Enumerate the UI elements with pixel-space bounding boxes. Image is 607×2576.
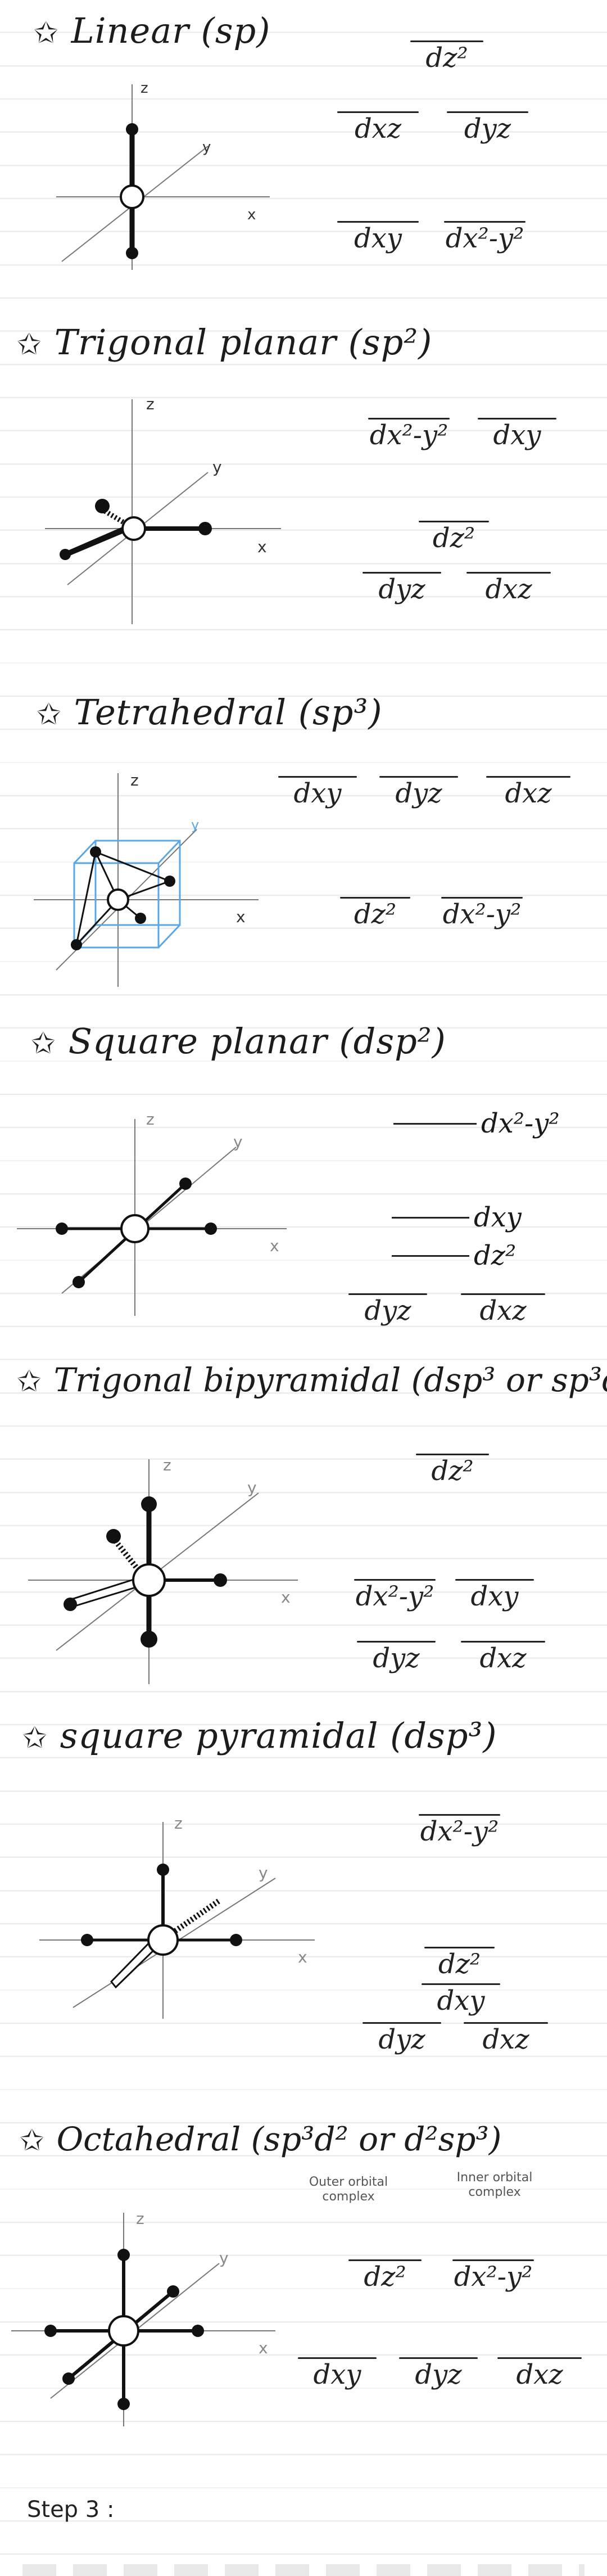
- orbital-dx2y2: dx²-y²: [354, 1579, 436, 1612]
- orbital-dxy: dxy: [478, 418, 556, 451]
- orbital-dz2: dz²: [348, 2259, 422, 2293]
- orbital-dxz: dxz: [466, 572, 551, 605]
- orbital-dz2: dz²: [392, 1240, 516, 1271]
- svg-text:y: y: [247, 1478, 257, 1497]
- star-icon: ✩: [31, 1027, 56, 1061]
- svg-text:x: x: [298, 1948, 307, 1966]
- star-icon: ✩: [34, 16, 59, 50]
- orbital-dz2: dz²: [424, 1947, 495, 1980]
- outer-orbital-note: Outer orbital complex: [309, 2175, 388, 2204]
- orbital-dxy: dxy: [455, 1579, 534, 1612]
- svg-text:y: y: [259, 1864, 268, 1882]
- orbital-dx2y2: dx²-y²: [444, 221, 526, 254]
- section-title: ✩ Trigonal planar (sp²): [17, 322, 433, 363]
- svg-text:x: x: [281, 1588, 291, 1607]
- orbital-dx2y2: dx²-y²: [393, 1108, 560, 1139]
- inner-orbital-note: Inner orbital complex: [456, 2171, 533, 2199]
- svg-text:z: z: [174, 1814, 183, 1833]
- svg-text:x: x: [270, 1237, 279, 1255]
- orbital-dxy: dxy: [278, 776, 357, 809]
- octahedral-geometry-diagram: z y x: [11, 2209, 275, 2426]
- orbital-dyz: dyz: [399, 2357, 478, 2390]
- orbital-dyz: dyz: [363, 2022, 441, 2055]
- svg-text:x: x: [236, 908, 246, 926]
- orbital-dz2: dz²: [416, 1454, 489, 1487]
- svg-text:z: z: [130, 771, 139, 790]
- trigonal-bipyramidal-geometry-diagram: z y x: [28, 1456, 298, 1684]
- orbital-dxy: dxy: [422, 1983, 500, 2016]
- star-icon: ✩: [20, 2124, 44, 2158]
- svg-text:x: x: [259, 2339, 268, 2357]
- orbital-dxz: dxz: [464, 2022, 548, 2055]
- svg-text:x: x: [247, 206, 256, 223]
- orbital-dyz: dyz: [447, 111, 528, 145]
- orbital-dz2: dz²: [340, 897, 410, 930]
- orbital-dz2: dz²: [419, 521, 489, 554]
- cut-off-text-line: [22, 2564, 585, 2576]
- section-title: ✩ Octahedral (sp³d² or d²sp³): [20, 2120, 502, 2158]
- orbital-dx2y2: dx²-y²: [419, 1814, 500, 1847]
- svg-text:x: x: [257, 538, 267, 556]
- step-label: Step 3 :: [27, 2497, 115, 2523]
- orbital-dyz: dyz: [363, 572, 441, 605]
- star-icon: ✩: [22, 1721, 48, 1755]
- orbital-dxz: dxz: [337, 111, 419, 145]
- section-title: ✩ square pyramidal (dsp³): [22, 1715, 497, 1756]
- orbital-dxy: dxy: [392, 1202, 522, 1233]
- orbital-dxy: dxy: [298, 2357, 377, 2390]
- svg-text:z: z: [136, 2209, 144, 2228]
- svg-text:z: z: [141, 80, 148, 97]
- svg-text:y: y: [202, 139, 211, 156]
- star-icon: ✩: [37, 698, 62, 732]
- section-title: ✩ Square planar (dsp²): [31, 1021, 446, 1062]
- orbital-dxz: dxz: [461, 1641, 545, 1674]
- section-title: ✩ Trigonal bipyramidal (dsp³ or sp³d): [17, 1361, 607, 1399]
- orbital-dxy: dxy: [337, 221, 419, 254]
- svg-text:y: y: [233, 1133, 243, 1151]
- section-title: ✩ Linear (sp): [34, 10, 271, 51]
- star-icon: ✩: [17, 328, 42, 362]
- orbital-dx2y2: dx²-y²: [452, 2259, 534, 2293]
- orbital-dyz: dyz: [348, 1293, 427, 1327]
- square-pyramidal-geometry-diagram: z y x: [39, 1814, 315, 2019]
- square-planar-geometry-diagram: z y x: [17, 1110, 287, 1316]
- star-icon: ✩: [17, 1365, 42, 1398]
- svg-text:y: y: [212, 458, 222, 476]
- trigonal-planar-geometry-diagram: z y x: [45, 395, 281, 624]
- orbital-dxz: dxz: [461, 1293, 545, 1327]
- svg-text:z: z: [163, 1456, 171, 1474]
- orbital-dx2y2: dx²-y²: [441, 897, 523, 930]
- orbital-dyz: dyz: [357, 1641, 436, 1674]
- orbital-dx2y2: dx²-y²: [368, 418, 450, 451]
- orbital-dyz: dyz: [379, 776, 458, 809]
- orbital-dz2: dz²: [410, 40, 483, 74]
- orbital-dxz: dxz: [486, 776, 570, 809]
- svg-text:y: y: [219, 2249, 229, 2267]
- orbital-dxz: dxz: [497, 2357, 582, 2390]
- svg-text:z: z: [146, 395, 155, 413]
- svg-text:y: y: [191, 817, 199, 833]
- linear-geometry-diagram: z y x: [56, 80, 270, 270]
- section-title: ✩ Tetrahedral (sp³): [37, 692, 383, 733]
- svg-text:z: z: [146, 1110, 155, 1129]
- tetrahedral-geometry-diagram: z y x: [34, 771, 259, 987]
